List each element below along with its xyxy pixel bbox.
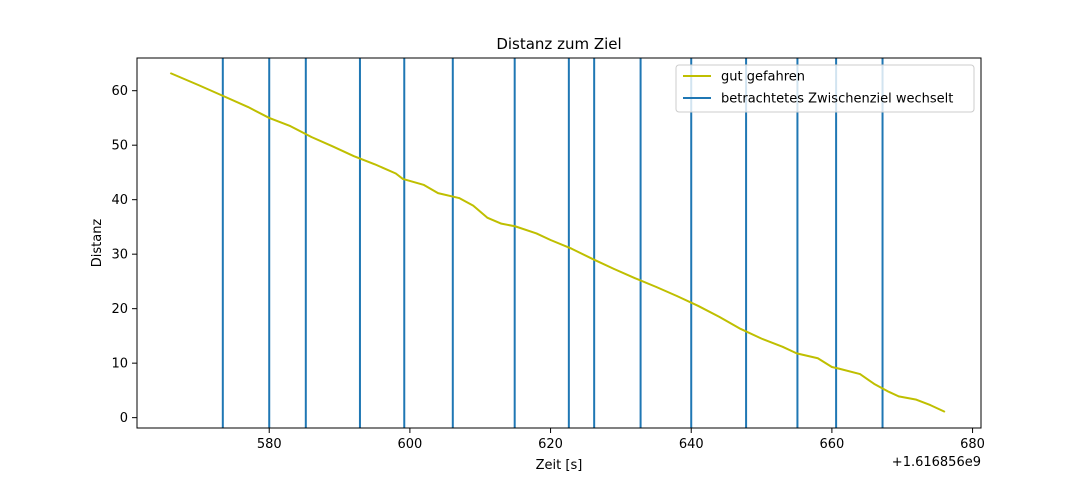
data-point-23 — [613, 268, 615, 270]
y-tick-label-1: 10 — [111, 357, 128, 372]
data-point-17 — [500, 222, 503, 225]
data-point-27 — [697, 305, 700, 307]
y-tick-label-6: 60 — [111, 84, 128, 99]
chart-title: Distanz zum Ziel — [496, 35, 621, 53]
y-tick-label-3: 30 — [111, 248, 128, 263]
x-tick-label-4: 660 — [819, 437, 844, 452]
legend: gut gefahren betrachtetes Zwischenziel w… — [675, 64, 975, 113]
data-point-0 — [169, 72, 172, 75]
data-point-8 — [352, 155, 355, 157]
legend-label-zwischenziel: betrachtetes Zwischenziel wechselt — [721, 92, 953, 107]
series-layer — [169, 72, 946, 413]
data-point-37 — [873, 383, 875, 385]
x-tick-label-0: 580 — [257, 437, 282, 452]
data-point-24 — [634, 277, 636, 279]
data-point-13 — [437, 192, 439, 194]
data-point-33 — [817, 357, 819, 360]
x-tick-label-3: 640 — [679, 437, 704, 452]
data-point-40 — [915, 398, 918, 401]
data-point-10 — [395, 172, 397, 175]
data-point-3 — [247, 106, 249, 108]
data-point-35 — [838, 367, 840, 370]
data-point-32 — [795, 352, 798, 355]
x-tick-label-1: 600 — [397, 437, 422, 452]
plot-frame — [136, 57, 982, 429]
data-point-38 — [887, 390, 889, 393]
data-point-22 — [591, 258, 594, 260]
y-tick-label-5: 50 — [111, 139, 128, 154]
data-point-1 — [198, 84, 200, 87]
data-point-21 — [570, 247, 573, 250]
data-point-39 — [897, 395, 900, 398]
data-point-20 — [549, 239, 552, 241]
data-point-25 — [655, 286, 657, 288]
data-point-29 — [739, 328, 742, 330]
data-point-18 — [514, 225, 517, 228]
y-axis: 0 10 20 30 40 50 60 — [111, 84, 137, 426]
data-point-4 — [268, 117, 271, 119]
data-point-5 — [289, 125, 292, 127]
data-point-36 — [859, 373, 861, 375]
x-axis-offset-label: +1.616856e9 — [892, 455, 981, 470]
data-point-30 — [760, 337, 763, 340]
x-axis: 580 600 620 640 660 680 — [257, 428, 985, 452]
data-point-16 — [486, 216, 489, 219]
data-point-6 — [310, 136, 313, 138]
data-point-2 — [222, 95, 225, 97]
legend-label-gut-gefahren: gut gefahren — [721, 70, 805, 85]
data-point-41 — [929, 404, 932, 406]
data-point-34 — [831, 366, 833, 368]
y-tick-label-4: 40 — [111, 193, 128, 208]
vlines-layer — [221, 58, 884, 428]
data-point-12 — [423, 184, 425, 186]
data-point-14 — [458, 197, 460, 199]
data-point-11 — [402, 178, 404, 180]
data-point-7 — [331, 145, 334, 148]
data-point-19 — [535, 232, 538, 235]
data-point-42 — [943, 410, 946, 413]
legend-box — [675, 64, 975, 113]
y-axis-label: Distanz — [90, 219, 105, 268]
data-point-31 — [781, 346, 784, 348]
y-tick-label-0: 0 — [120, 411, 128, 426]
y-tick-label-2: 20 — [111, 302, 128, 317]
x-tick-label-2: 620 — [538, 437, 563, 452]
data-point-26 — [676, 295, 678, 297]
data-point-28 — [718, 316, 721, 318]
data-point-9 — [373, 163, 376, 166]
data-point-15 — [472, 204, 474, 207]
x-tick-label-5: 680 — [960, 437, 985, 452]
x-axis-label: Zeit [s] — [536, 458, 583, 473]
